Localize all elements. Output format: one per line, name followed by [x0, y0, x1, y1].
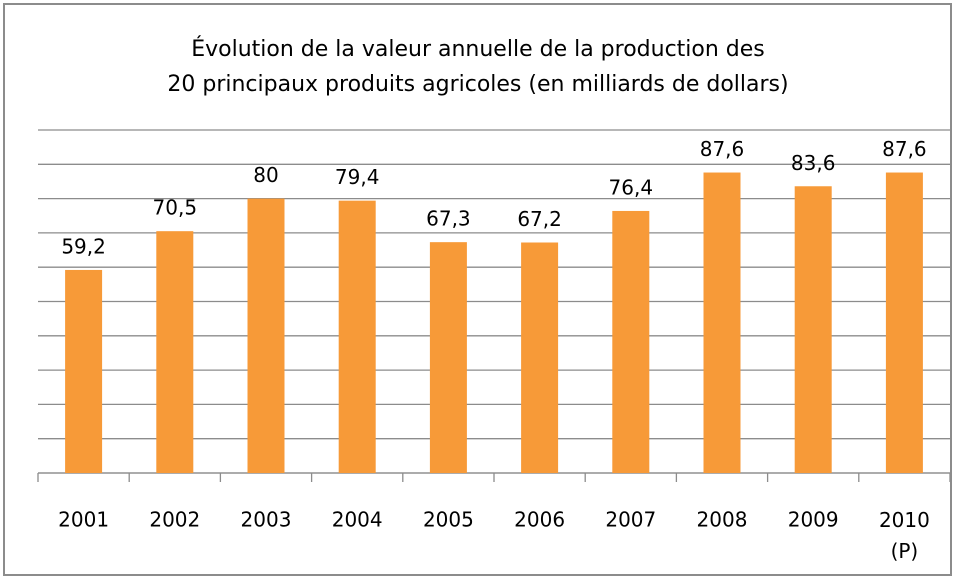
value-label: 79,4	[335, 165, 380, 189]
chart-title: Évolution de la valeur annuelle de la pr…	[167, 36, 788, 97]
value-label: 87,6	[700, 137, 745, 161]
bar	[521, 242, 559, 473]
bar	[65, 269, 103, 473]
bar	[247, 198, 285, 473]
bar	[156, 231, 194, 473]
x-tick-label: 2007	[605, 508, 656, 532]
x-tick-label: 2006	[514, 508, 565, 532]
bar	[429, 242, 467, 473]
x-tick-label: 2008	[697, 508, 748, 532]
value-label: 83,6	[791, 151, 836, 175]
bar	[338, 200, 376, 473]
x-tick-label: 2010 (P)	[879, 508, 930, 563]
x-tick-label: 2002	[149, 508, 200, 532]
value-label: 67,3	[426, 207, 471, 231]
bar	[885, 172, 923, 474]
x-tick-label: 2003	[241, 508, 292, 532]
value-label: 87,6	[882, 137, 927, 161]
bar	[794, 186, 832, 473]
value-label: 80	[253, 163, 278, 187]
bar	[703, 172, 741, 474]
x-tick-label: 2001	[58, 508, 109, 532]
value-label: 59,2	[61, 234, 106, 258]
value-label: 67,2	[517, 207, 562, 231]
x-tick-label: 2005	[423, 508, 474, 532]
bar	[612, 210, 650, 473]
value-label: 70,5	[153, 196, 198, 220]
x-tick-label: 2004	[332, 508, 383, 532]
value-label: 76,4	[609, 175, 654, 199]
x-tick-label: 2009	[788, 508, 839, 532]
